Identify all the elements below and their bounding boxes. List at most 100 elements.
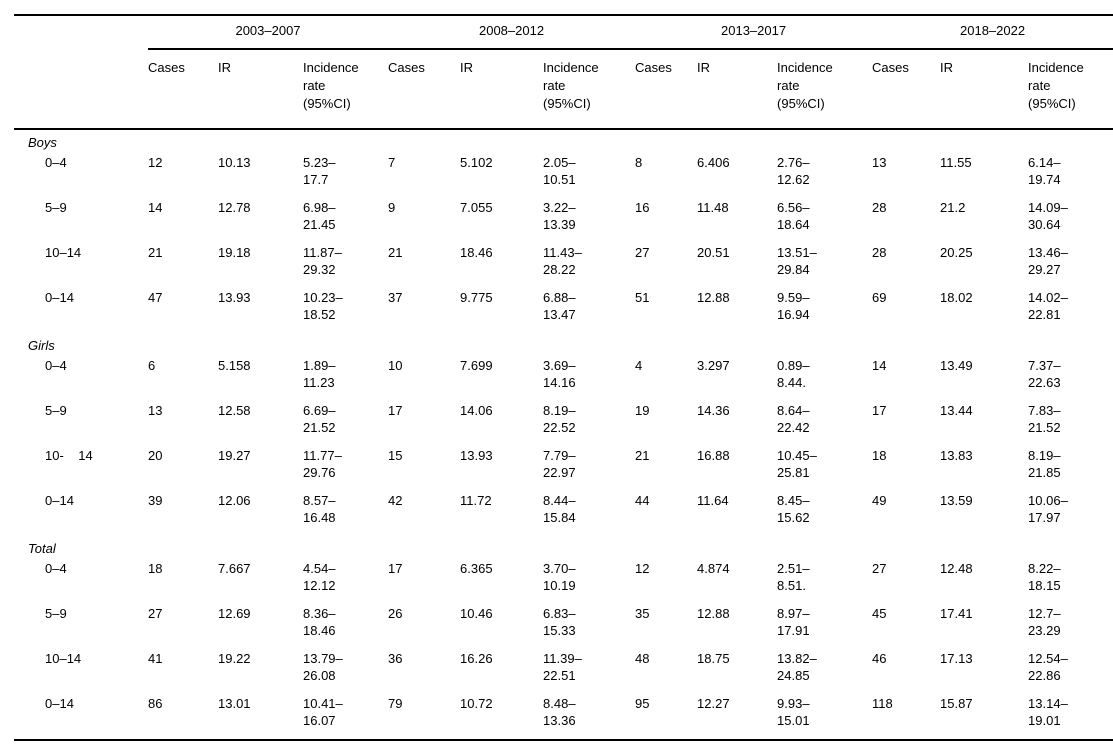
ci-value: 6.69– 21.52 bbox=[303, 403, 336, 435]
ir-value: 18.75 bbox=[697, 651, 730, 666]
cases-value: 20 bbox=[148, 448, 163, 463]
ci-value: 11.43– 28.22 bbox=[543, 245, 582, 277]
ci-value: 6.56– 18.64 bbox=[777, 200, 810, 232]
cases-value: 69 bbox=[872, 290, 887, 305]
period-header-2003-2007: 2003–2007 bbox=[148, 14, 389, 50]
cases-value: 28 bbox=[872, 200, 887, 215]
cases-value: 118 bbox=[872, 694, 941, 741]
ir-value: 9.775 bbox=[460, 290, 493, 305]
period-header-row: 2003–2007 2008–2012 2013–2017 2018–2022 bbox=[14, 14, 1113, 50]
ci-value: 1.89– 11.23 bbox=[303, 358, 336, 390]
cases-value: 95 bbox=[635, 694, 698, 741]
ci-value: 0.89– 8.44. bbox=[777, 358, 810, 390]
cases-value: 46 bbox=[872, 651, 887, 666]
col-header-ir: IR bbox=[697, 49, 778, 130]
ci-value: 6.88– 13.47 bbox=[543, 290, 576, 322]
cases-value: 19 bbox=[635, 403, 650, 418]
age-group-label: 0–14 bbox=[45, 290, 74, 305]
table-row: 10- 14 20 19.27 11.77– 29.76 15 13.93 7.79– 22… bbox=[14, 446, 1113, 491]
cases-value: 13 bbox=[148, 403, 163, 418]
ci-value: 4.54– 12.12 bbox=[303, 561, 336, 593]
ir-value: 11.64 bbox=[697, 493, 729, 508]
ir-value: 14.06 bbox=[460, 403, 493, 418]
ir-value: 10.46 bbox=[460, 606, 493, 621]
cases-value: 17 bbox=[872, 403, 887, 418]
cases-value: 35 bbox=[635, 606, 650, 621]
table-row: 0–14 86 13.01 10.41– 16.07 79 10.72 8.48– 13.3… bbox=[14, 694, 1113, 741]
cases-value: 42 bbox=[388, 493, 403, 508]
cases-value: 17 bbox=[388, 403, 403, 418]
cases-value: 39 bbox=[148, 493, 163, 508]
cases-value: 14 bbox=[148, 200, 163, 215]
cases-value: 21 bbox=[148, 245, 163, 260]
ci-value: 3.22– 13.39 bbox=[543, 200, 576, 232]
cases-value: 51 bbox=[635, 290, 650, 305]
ci-value: 12.54– 22.86 bbox=[1028, 651, 1068, 683]
cases-value: 44 bbox=[635, 493, 650, 508]
row-label-column-spacer bbox=[14, 14, 148, 49]
cases-value: 17 bbox=[388, 561, 403, 576]
cases-value: 41 bbox=[148, 651, 163, 666]
col-header-incidence-rate: Incidence rate (95%CI) bbox=[1028, 49, 1113, 130]
age-group-label: 0–4 bbox=[45, 561, 67, 576]
table-row: 0–4 6 5.158 1.89– 11.23 10 7.699 3.69– 14.16 4 3… bbox=[14, 356, 1113, 401]
col-header-cases: Cases bbox=[872, 49, 941, 130]
ci-value: 7.79– 22.97 bbox=[543, 448, 576, 480]
ci-value: 10.45– 25.81 bbox=[777, 448, 817, 480]
cases-value: 36 bbox=[388, 651, 403, 666]
ir-value: 17.41 bbox=[940, 606, 973, 621]
ir-value: 16.26 bbox=[460, 651, 493, 666]
age-group-label: 0–14 bbox=[14, 694, 148, 741]
table-row: 5–9 14 12.78 6.98– 21.45 9 7.055 3.22– 13.39 16… bbox=[14, 198, 1113, 243]
section-header-row: Girls bbox=[14, 333, 1113, 356]
cases-value: 47 bbox=[148, 290, 163, 305]
ci-value: 6.14– 19.74 bbox=[1028, 155, 1061, 187]
table-row: 10–14 41 19.22 13.79– 26.08 36 16.26 11.39– 22… bbox=[14, 649, 1113, 694]
ci-value: 13.51– 29.84 bbox=[777, 245, 817, 277]
ir-value: 17.13 bbox=[940, 651, 973, 666]
ci-value: 8.57– 16.48 bbox=[303, 493, 336, 525]
period-header-2018-2022: 2018–2022 bbox=[872, 14, 1113, 50]
cases-value: 48 bbox=[635, 651, 650, 666]
ci-value: 8.97– 17.91 bbox=[777, 606, 810, 638]
ir-value: 14.36 bbox=[697, 403, 730, 418]
ir-value: 13.59 bbox=[940, 493, 973, 508]
ci-value: 12.7– 23.29 bbox=[1028, 606, 1061, 638]
section-header-row: Boys bbox=[14, 129, 1113, 153]
ci-value: 8.48– 13.36 bbox=[543, 694, 636, 741]
cases-value: 86 bbox=[148, 694, 218, 741]
ir-value: 7.055 bbox=[460, 200, 493, 215]
ir-value: 12.78 bbox=[218, 200, 251, 215]
cases-value: 21 bbox=[635, 448, 650, 463]
ci-value: 8.36– 18.46 bbox=[303, 606, 336, 638]
ci-value: 10.41– 16.07 bbox=[303, 694, 389, 741]
table-row: 0–14 47 13.93 10.23– 18.52 37 9.775 6.88– 13.4… bbox=[14, 288, 1113, 333]
col-header-ir: IR bbox=[460, 49, 544, 130]
cases-value: 27 bbox=[148, 606, 163, 621]
col-header-cases: Cases bbox=[635, 49, 698, 130]
ir-value: 5.158 bbox=[218, 358, 251, 373]
ci-value: 2.51– 8.51. bbox=[777, 561, 810, 593]
ir-value: 11.48 bbox=[697, 200, 729, 215]
age-group-label: 10–14 bbox=[45, 651, 82, 666]
cases-value: 12 bbox=[635, 561, 650, 576]
cases-value: 16 bbox=[635, 200, 650, 215]
ir-value: 21.2 bbox=[940, 200, 966, 215]
cases-value: 8 bbox=[635, 155, 643, 170]
col-header-cases: Cases bbox=[388, 49, 461, 130]
cases-value: 10 bbox=[388, 358, 403, 373]
ir-value: 7.699 bbox=[460, 358, 493, 373]
cases-value: 21 bbox=[388, 245, 403, 260]
cases-value: 9 bbox=[388, 200, 396, 215]
period-header-2008-2012: 2008–2012 bbox=[388, 14, 636, 50]
cases-value: 45 bbox=[872, 606, 887, 621]
ci-value: 10.23– 18.52 bbox=[303, 290, 343, 322]
column-header-row: Cases IR Incidence rate (95%CI) Cases IR… bbox=[14, 49, 1113, 130]
col-header-incidence-rate: Incidence rate (95%CI) bbox=[303, 49, 389, 130]
ir-value: 12.69 bbox=[218, 606, 251, 621]
ci-value: 7.83– 21.52 bbox=[1028, 403, 1061, 435]
ir-value: 13.44 bbox=[940, 403, 973, 418]
table-row: 0–14 39 12.06 8.57– 16.48 42 11.72 8.44– 15.84… bbox=[14, 491, 1113, 536]
cases-value: 79 bbox=[388, 694, 461, 741]
age-group-label: 10- 14 bbox=[45, 448, 93, 463]
